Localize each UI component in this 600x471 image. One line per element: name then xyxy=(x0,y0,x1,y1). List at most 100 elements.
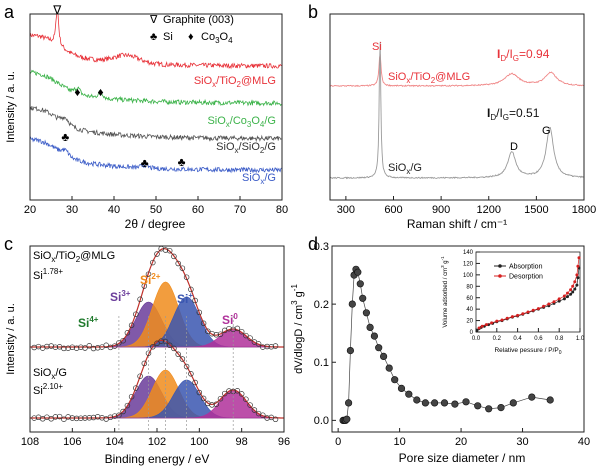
panel-c-envelope-top xyxy=(30,247,284,348)
panel-d-point xyxy=(380,352,388,361)
panel-b-xlabel: Raman shift / cm⁻¹ xyxy=(407,217,507,231)
panel-a-curve-co3o4 xyxy=(30,69,282,107)
panel-a-peak-marker: ∇ xyxy=(52,3,62,17)
panel-c-data-point xyxy=(137,296,143,303)
panel-c-data-point xyxy=(196,389,203,396)
panel-c-data-point xyxy=(188,286,194,293)
inset-absorption-point xyxy=(475,328,479,332)
inset-desorption-point xyxy=(510,315,514,319)
inset-y-tick-label: 80 xyxy=(466,284,473,290)
inset-ticks: 0.0 0.2 0.4 0.6 0.8 1.0 0 20 40 60 80 100 120 140 xyxy=(463,250,585,342)
panel-c-data-point xyxy=(111,413,118,419)
panel-c-data-point xyxy=(247,402,253,408)
inset-legend-desorption: Desorption xyxy=(509,274,543,281)
panel-b-x-tick-label: 600 xyxy=(384,204,402,216)
panel-c-data-point xyxy=(171,345,177,352)
panel-c-data-point xyxy=(183,274,190,280)
panel-a-legend-si-symbol: ♣ xyxy=(150,31,157,43)
inset-y-tick-label: 40 xyxy=(466,307,473,313)
panel-d-points xyxy=(339,265,554,425)
panel-b-curves xyxy=(330,41,584,180)
panel-c-data-point xyxy=(111,343,118,349)
panel-d-point xyxy=(485,405,493,413)
panel-d-x-tick-label: 20 xyxy=(455,436,467,448)
panel-c-data-point xyxy=(166,247,173,254)
panel-c-data-point xyxy=(52,414,59,420)
panel-d-point xyxy=(546,396,554,404)
panel-c-data-point xyxy=(247,335,253,341)
inset-absorption-point xyxy=(575,283,579,287)
panel-b-ratio-bottom: ID/IG=0.51 xyxy=(487,106,540,122)
panel-c-x-tick-label: 96 xyxy=(278,436,290,448)
panel-a-label-co3o4: SiOx/Co3O4/G xyxy=(207,115,276,129)
panel-d-point xyxy=(462,398,470,406)
panel-d-point xyxy=(385,364,393,372)
panel-d-frame xyxy=(331,245,585,433)
panel-d-point xyxy=(362,309,371,317)
inset-xlabel: Relative pessure / P/P0 xyxy=(494,347,561,356)
panel-c-curves xyxy=(30,246,284,430)
panel-c-data-point xyxy=(264,415,270,421)
panel-c-label-si0: Si0 xyxy=(222,312,238,327)
panel-d-point xyxy=(346,347,355,355)
panel-c-x-tick-label: 106 xyxy=(63,436,81,448)
panel-c-data-point xyxy=(255,341,262,347)
panel-c-data-point xyxy=(188,371,194,377)
inset-desorption-point xyxy=(569,288,573,292)
panel-b-ticks: 300 600 900 1200 1500 1800 xyxy=(337,196,596,216)
panel-c-data-point xyxy=(65,345,71,351)
inset-absorption-point xyxy=(576,276,580,280)
panel-d-letter: d xyxy=(308,234,318,254)
panel-c-data-point xyxy=(234,325,241,332)
panel-d-y-tick-label: 0.1 xyxy=(314,357,329,369)
panel-c-data-point xyxy=(260,412,266,418)
inset-desorption-point xyxy=(576,264,580,268)
panel-a-x-tick-label: 40 xyxy=(108,204,120,216)
panel-c-data-point xyxy=(272,343,279,349)
panel-a-x-tick-label: 50 xyxy=(150,204,162,216)
panel-b-x-tick-label: 900 xyxy=(432,204,450,216)
panel-c-data-point xyxy=(200,320,207,327)
panel-d-point xyxy=(397,384,406,393)
panel-c-data-point xyxy=(52,344,59,350)
inset-y-tick-label: 60 xyxy=(466,296,473,302)
inset-desorption-point xyxy=(577,256,581,260)
inset-desorption-point xyxy=(484,323,488,327)
panel-c-data-point xyxy=(124,330,131,336)
panel-a-legend-graphite: Graphite (003) xyxy=(163,14,234,26)
panel-d-point xyxy=(348,300,356,308)
panel-c-data-point xyxy=(175,351,181,358)
panel-c-data-point xyxy=(61,416,67,422)
panel-c-data-point xyxy=(238,328,245,335)
panel-d-point xyxy=(440,399,449,407)
panel-a-peak-marker: ♦ xyxy=(97,85,103,99)
panel-c-data-point xyxy=(145,350,152,356)
panel-c-data-point xyxy=(44,343,50,350)
inset-absorption-point xyxy=(569,292,573,296)
panel-c-valence-top: Si1.78+ xyxy=(33,267,63,282)
panel-c-data-point xyxy=(264,343,270,350)
panel-d-point xyxy=(509,399,517,407)
panel-a-letter: a xyxy=(4,2,15,22)
panel-c-data-point xyxy=(73,415,80,422)
panel-b-ratio-top: ID/IG=0.94 xyxy=(497,47,550,63)
panel-c-data-point xyxy=(94,345,101,351)
panel-c-data-point xyxy=(120,408,126,415)
panel-a-ticks: 20 30 40 50 60 70 80 xyxy=(24,196,288,216)
panel-c-ticks: 108 106 104 102 100 98 96 xyxy=(21,428,290,448)
panel-d-point xyxy=(431,399,439,407)
panel-d-point xyxy=(354,268,362,276)
inset-y-tick-label: 120 xyxy=(463,262,474,268)
panel-c-data-point xyxy=(145,271,152,277)
panel-b-curve-tio2 xyxy=(330,54,584,88)
panel-c-envelope-bottom xyxy=(30,339,284,419)
panel-a-x-tick-label: 60 xyxy=(192,204,204,216)
panel-c-x-tick-label: 102 xyxy=(148,436,166,448)
panel-c-data-point xyxy=(243,396,249,402)
panel-d-point xyxy=(474,402,482,410)
panel-c-data-point xyxy=(90,345,97,352)
inset-desorption-point xyxy=(500,318,504,322)
panel-c-data-point xyxy=(166,342,173,349)
panel-d-point xyxy=(451,400,459,408)
